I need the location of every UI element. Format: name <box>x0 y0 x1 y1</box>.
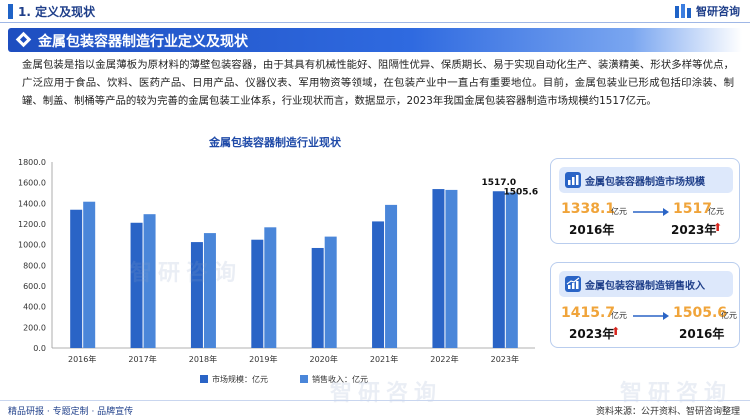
bar-revenue <box>324 236 337 348</box>
bar-revenue <box>203 233 216 348</box>
bar-revenue <box>264 227 277 348</box>
x-tick-label: 2019年 <box>249 354 277 364</box>
bar-market <box>190 242 203 348</box>
bar-revenue <box>83 201 96 348</box>
from-unit: 亿元 <box>611 311 627 320</box>
up-arrow-icon: ⬆ <box>713 221 723 234</box>
bar-chart: 0.0 200.0 400.0 600.0 800.0 1000.0 1200.0 1400.… <box>18 158 538 384</box>
arrow-right-icon <box>633 208 669 216</box>
x-tick-label: 2017年 <box>128 354 156 364</box>
bar-market <box>70 209 83 348</box>
legend-label: 销售收入：亿元 <box>312 374 368 384</box>
legend-swatch <box>300 375 308 383</box>
footer-divider <box>0 400 750 401</box>
card-header: 金属包装容器制造销售收入 <box>559 271 733 297</box>
arrow-right-icon <box>633 312 669 320</box>
from-unit: 亿元 <box>611 207 627 216</box>
y-tick-label: 0.0 <box>33 344 46 353</box>
chart-title: 金属包装容器制造行业现状 <box>209 136 341 149</box>
data-label: 1505.6 <box>503 187 538 197</box>
watermark: 智研咨询 <box>130 261 243 286</box>
from-year: 2023年 <box>569 327 615 341</box>
y-tick-label: 1000.0 <box>18 241 46 250</box>
bar-market <box>251 239 264 348</box>
y-tick-label: 1600.0 <box>18 179 46 188</box>
y-tick-label: 200.0 <box>23 323 46 332</box>
x-tick-label: 2020年 <box>310 354 338 364</box>
legend-label: 市场规模：亿元 <box>212 374 268 384</box>
y-tick-label: 800.0 <box>23 261 46 270</box>
y-tick-label: 600.0 <box>23 282 46 291</box>
bar-revenue <box>385 204 398 348</box>
bar-market <box>432 189 445 348</box>
y-tick-label: 1400.0 <box>18 199 46 208</box>
data-label: 1517.0 <box>481 178 516 188</box>
top-divider <box>0 22 750 23</box>
to-unit: 亿元 <box>721 311 737 320</box>
bar-revenue <box>143 214 156 348</box>
x-tick-label: 2021年 <box>370 354 398 364</box>
top-bar: 1. 定义及现状 智研咨询 <box>0 0 750 24</box>
watermark: 智研咨询 <box>620 381 733 406</box>
to-unit: 亿元 <box>708 207 724 216</box>
y-tick-label: 1800.0 <box>18 158 46 167</box>
card-title: 金属包装容器制造销售收入 <box>585 281 705 292</box>
x-tick-label: 2018年 <box>189 354 217 364</box>
bar-revenue <box>505 192 518 348</box>
section-title: 1. 定义及现状 <box>18 5 96 19</box>
section-accent <box>8 4 13 19</box>
legend-swatch <box>200 375 208 383</box>
footer-tagline: 精品研报 · 专题定制 · 品牌宣传 <box>8 407 134 417</box>
bar-chart-icon <box>565 172 581 188</box>
revenue-card: 金属包装容器制造销售收入 1415.7 亿元 2023年 ⬆ 1505.6 亿元… <box>550 262 740 348</box>
bar-market <box>130 222 143 348</box>
brand-name: 智研咨询 <box>696 5 740 18</box>
bar-market <box>492 191 505 348</box>
trend-chart-icon <box>565 276 581 292</box>
market-size-card: 金属包装容器制造市场规模 1338.1 亿元 2016年 1517 亿元 202… <box>550 158 740 244</box>
from-year: 2016年 <box>569 223 615 237</box>
brand: 智研咨询 <box>674 3 740 19</box>
x-tick-label: 2022年 <box>430 354 458 364</box>
up-arrow-icon: ⬆ <box>611 325 621 338</box>
bar-market <box>372 221 385 348</box>
watermark: 智研咨询 <box>330 381 443 406</box>
to-year: 2023年 <box>671 223 717 237</box>
x-tick-label: 2023年 <box>491 354 519 364</box>
to-year: 2016年 <box>679 327 725 341</box>
brand-logo-icon <box>675 4 691 18</box>
y-tick-label: 1200.0 <box>18 220 46 229</box>
to-value: 1505.6 <box>673 305 728 321</box>
bar-market <box>311 247 324 348</box>
footer: 精品研报 · 专题定制 · 品牌宣传 资料来源：公开资料、智研咨询整理 <box>0 400 750 420</box>
banner-title: 金属包装容器制造行业定义及现状 <box>38 34 248 50</box>
bar-revenue <box>445 189 458 348</box>
card-header: 金属包装容器制造市场规模 <box>559 167 733 193</box>
to-value: 1517 <box>673 201 712 217</box>
from-value: 1415.7 <box>561 305 616 321</box>
intro-paragraph: 金属包装是指以金属薄板为原材料的薄壁包装容器，由于其具有机械性能好、阻隔性优异、… <box>22 59 734 107</box>
y-tick-label: 400.0 <box>23 303 46 312</box>
footer-source: 资料来源：公开资料、智研咨询整理 <box>595 407 740 417</box>
from-value: 1338.1 <box>561 201 616 217</box>
x-tick-label: 2016年 <box>68 354 96 364</box>
card-title: 金属包装容器制造市场规模 <box>585 177 705 188</box>
title-banner: 金属包装容器制造行业定义及现状 <box>8 28 742 52</box>
